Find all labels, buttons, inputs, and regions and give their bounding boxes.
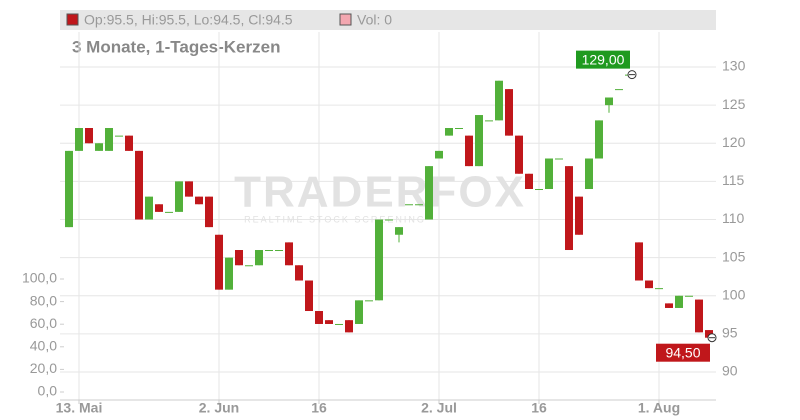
candle-body: [655, 288, 663, 290]
candle-body: [365, 300, 373, 302]
y-tick-label: 90: [722, 363, 738, 379]
y2-tick-label: 100,0: [22, 270, 57, 286]
candle-body: [85, 128, 93, 144]
candle-body: [645, 280, 653, 289]
candle-body: [185, 181, 193, 197]
candle-body: [605, 97, 613, 106]
candle-body: [325, 320, 333, 324]
y-tick-label: 130: [722, 58, 746, 74]
candle-body: [445, 128, 453, 136]
candle-body: [195, 196, 203, 205]
candle-body: [315, 311, 323, 324]
candle-body: [465, 135, 473, 167]
candle-body: [525, 173, 533, 190]
candle-body: [535, 189, 543, 191]
y-tick-label: 100: [722, 286, 746, 302]
candle-body: [685, 295, 693, 297]
candle-body: [275, 250, 283, 252]
watermark-sub: REALTIME STOCK SCREENING: [244, 214, 426, 224]
candle-body: [515, 135, 523, 174]
y-tick-label: 125: [722, 96, 746, 112]
candle-body: [555, 158, 563, 160]
y2-tick-label: 80,0: [30, 292, 57, 308]
y2-tick-label: 40,0: [30, 338, 57, 354]
grid: [60, 32, 716, 400]
annotation-box: [656, 343, 710, 362]
candle-body: [215, 234, 223, 290]
candle-body: [405, 204, 413, 206]
y-tick-label: 95: [722, 325, 738, 341]
candle-body: [575, 196, 583, 235]
candle-body: [565, 166, 573, 251]
legend-swatch: [66, 13, 79, 26]
candle-body: [295, 265, 303, 281]
candle-body: [125, 135, 133, 151]
y-tick-label: 115: [722, 172, 745, 188]
candle-body: [585, 158, 593, 190]
y2-tick-label: 0,0: [38, 383, 58, 399]
annotation-label: 129,00: [582, 51, 625, 67]
candle-body: [675, 295, 683, 308]
x-tick-label: 16: [311, 400, 327, 416]
candle-body: [615, 89, 623, 91]
candle-body: [205, 196, 213, 228]
candle-body: [255, 250, 263, 266]
candle-body: [545, 158, 553, 190]
candle-body: [225, 257, 233, 290]
candle-body: [425, 166, 433, 220]
candle-body: [415, 204, 423, 206]
candle-body: [145, 196, 153, 220]
candle-body: [285, 242, 293, 266]
legend-ohlc: Op:95.5, Hi:95.5, Lo:94.5, Cl:94.5: [84, 12, 293, 28]
candle-body: [495, 80, 503, 121]
legend-volume: Vol: 0: [357, 12, 392, 28]
y2-tick-label: 20,0: [30, 360, 57, 376]
candle-body: [95, 143, 103, 151]
y-tick-label: 120: [722, 134, 746, 150]
candle-body: [115, 135, 123, 137]
x-tick-label: 13. Mai: [56, 400, 103, 416]
candle-body: [635, 242, 643, 281]
annotation-box: [576, 50, 630, 69]
x-tick-label: 2. Jul: [421, 400, 457, 416]
x-tick-label: 1. Aug: [638, 400, 680, 416]
candle-body: [385, 219, 393, 221]
candle-body: [135, 150, 143, 220]
candle-body: [165, 211, 173, 213]
candle-body: [355, 300, 363, 324]
x-tick-label: 2. Jun: [199, 400, 239, 416]
candle-body: [665, 303, 673, 308]
y-tick-label: 105: [722, 248, 746, 264]
candle-body: [235, 250, 243, 266]
y2-tick-label: 60,0: [30, 315, 57, 331]
candle-body: [75, 128, 83, 151]
candle-body: [65, 150, 73, 228]
annotation-label: 94,50: [665, 344, 700, 360]
candle-body: [375, 219, 383, 301]
candle-body: [175, 181, 183, 212]
candle-body: [475, 115, 483, 167]
candle-body: [455, 128, 463, 130]
candle-body: [705, 330, 713, 338]
candle-body: [265, 250, 273, 252]
candle-body: [485, 120, 493, 122]
candle-body: [435, 150, 443, 159]
candle-body: [155, 204, 163, 212]
candle-body: [505, 89, 513, 136]
volume-swatch: [339, 13, 352, 26]
header-bar: [60, 10, 716, 30]
candle-body: [595, 120, 603, 159]
subtitle: 3 Monate, 1-Tages-Kerzen: [72, 37, 280, 56]
candle-body: [345, 320, 353, 333]
candle-body: [695, 299, 703, 333]
candle-body: [395, 227, 403, 235]
candle-body: [305, 280, 313, 312]
watermark: TRADERFOX: [234, 168, 526, 217]
y-tick-label: 110: [722, 210, 745, 226]
candle-body: [105, 128, 113, 151]
candle-body: [335, 323, 343, 325]
candle-body: [245, 265, 253, 267]
x-tick-label: 16: [531, 400, 547, 416]
